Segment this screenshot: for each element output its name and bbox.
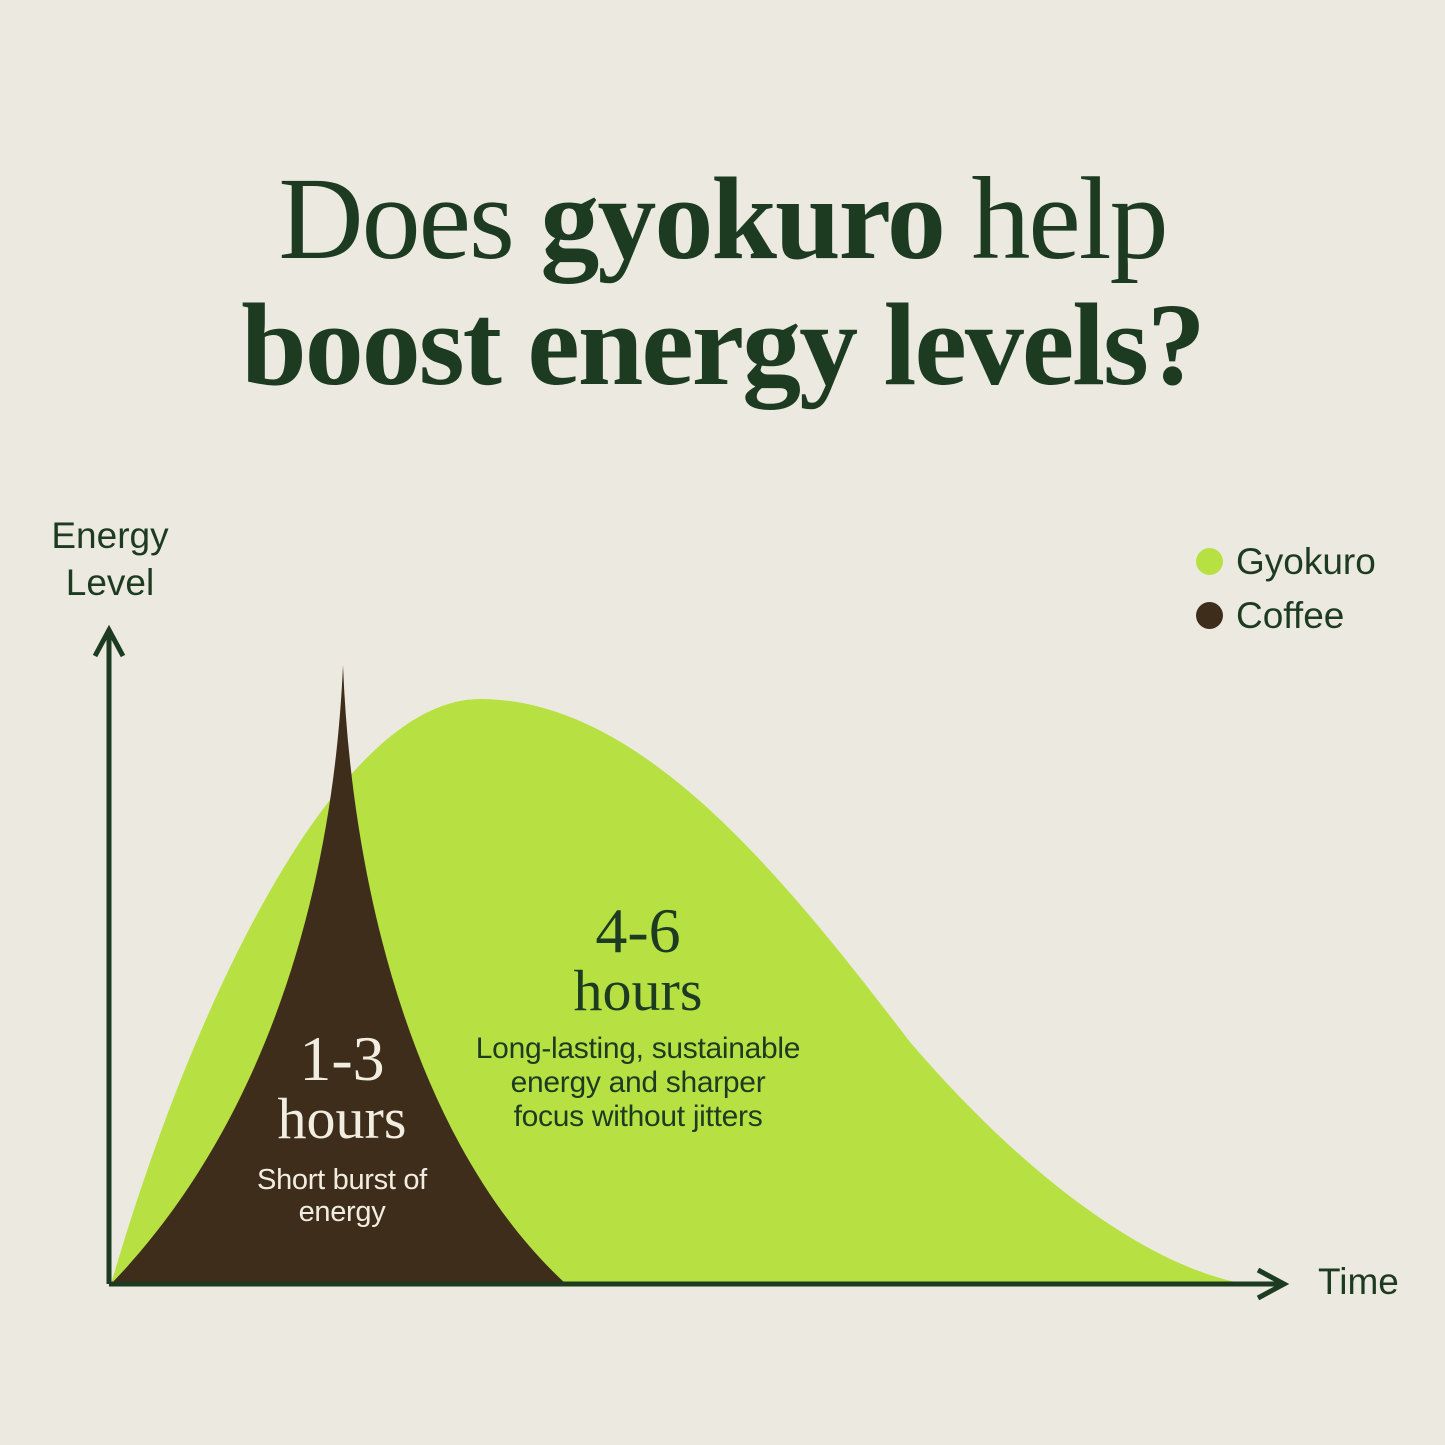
legend-label-gyokuro: Gyokuro: [1236, 541, 1376, 582]
coffee-dot-icon: [1196, 602, 1223, 629]
coffee-area: [111, 665, 566, 1284]
y-axis-label: Energy Level: [25, 512, 195, 606]
x-axis-arrow-icon: [1256, 1267, 1290, 1301]
gyokuro-duration: 4-6 hours: [438, 895, 838, 1023]
coffee-duration-unit: hours: [277, 1086, 407, 1151]
coffee-duration-range: 1-3: [299, 1023, 385, 1094]
axes: [92, 624, 1290, 1301]
coffee-description: Short burst of energy: [213, 1164, 471, 1228]
legend: Gyokuro Coffee: [1196, 543, 1376, 634]
title-emphasis-gyokuro: gyokuro: [540, 153, 945, 284]
title-line-1: Does gyokuro help: [0, 156, 1445, 282]
gyokuro-description: Long-lasting, sustainable energy and sha…: [438, 1032, 838, 1134]
gyokuro-desc-line2: energy and sharper: [510, 1066, 766, 1099]
page-title: Does gyokuro help boost energy levels?: [0, 156, 1445, 408]
coffee-desc-line2: energy: [298, 1196, 386, 1228]
gyokuro-dot-icon: [1196, 548, 1223, 575]
gyokuro-duration-unit: hours: [573, 958, 703, 1023]
coffee-duration: 1-3 hours: [213, 1023, 471, 1151]
y-axis-label-line2: Level: [65, 562, 155, 603]
legend-item-coffee: Coffee: [1196, 597, 1376, 634]
gyokuro-duration-range: 4-6: [595, 895, 681, 966]
y-axis-arrow-icon: [92, 624, 126, 658]
gyokuro-desc-line1: Long-lasting, sustainable: [475, 1032, 801, 1065]
coffee-desc-line1: Short burst of: [257, 1164, 427, 1196]
legend-label-coffee: Coffee: [1236, 595, 1345, 636]
legend-item-gyokuro: Gyokuro: [1196, 543, 1376, 580]
title-regular-prefix: Does: [278, 153, 541, 284]
title-regular-suffix: help: [943, 153, 1168, 284]
y-axis-label-line1: Energy: [51, 515, 169, 556]
gyokuro-desc-line3: focus without jitters: [513, 1100, 763, 1133]
x-axis-label: Time: [1318, 1261, 1399, 1302]
title-line-2: boost energy levels?: [241, 279, 1206, 410]
